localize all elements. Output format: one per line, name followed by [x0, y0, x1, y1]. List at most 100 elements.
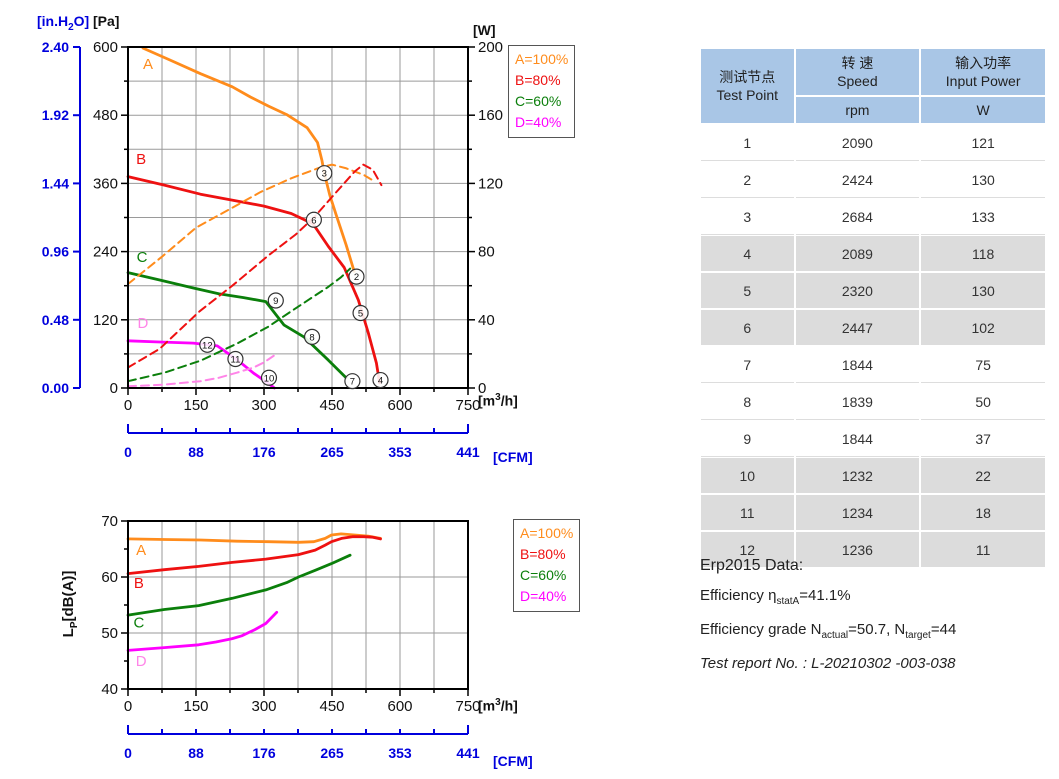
- cfm-tick-label: 176: [252, 444, 276, 460]
- col-header-speed: 转 速 Speed: [795, 49, 920, 95]
- table-cell: 11: [921, 532, 1045, 567]
- erp-efficiency-grade: Efficiency grade Nactual=50.7, Ntarget=4…: [700, 621, 957, 641]
- table-cell: 8: [701, 384, 794, 419]
- table-cell: 133: [921, 199, 1045, 234]
- axis-label-db: LP[dB(A)]: [60, 570, 80, 638]
- inh2o-tick-label: 1.44: [42, 175, 69, 191]
- table-row: 6 2447 102: [701, 310, 1045, 345]
- table-row: 3 2684 133: [701, 199, 1045, 234]
- axis-label-cfm-bottom: [CFM]: [493, 753, 533, 769]
- curve-label-B: B: [136, 151, 146, 168]
- axis-label-inh2o: [in.H2O]: [37, 13, 90, 33]
- test-point-marker: [267, 292, 284, 309]
- test-point-marker: [305, 211, 322, 228]
- table-row: 7 1844 75: [701, 347, 1045, 382]
- x-tick-label: 150: [183, 397, 208, 414]
- test-point-number: 2: [354, 272, 359, 283]
- series-B-power: [127, 163, 383, 369]
- axis-label-m3h-bottom: [m3/h]: [478, 697, 518, 714]
- table-cell: 1234: [795, 495, 920, 530]
- curve-label-D: D: [138, 315, 149, 332]
- table-cell: 11: [701, 495, 794, 530]
- test-point-number: 5: [358, 308, 363, 319]
- curve-label-C: C: [137, 249, 148, 266]
- cfm-tick-label: 0: [124, 444, 132, 460]
- y-tick-label: 360: [93, 175, 118, 192]
- w-tick-label: 160: [478, 107, 503, 124]
- table-cell: 4: [701, 236, 794, 271]
- table-cell: 102: [921, 310, 1045, 345]
- erp-data-block: Erp2015 Data: Efficiency ηstatA=41.1% Ef…: [700, 556, 956, 673]
- table-cell: 12: [701, 532, 794, 567]
- axis-label-w: [W]: [473, 22, 496, 38]
- unit-header-w: W: [921, 97, 1045, 123]
- axis-label-m3h-top: [m3/h]: [478, 392, 518, 409]
- table-cell: 2684: [795, 199, 920, 234]
- y-tick-label: 480: [93, 107, 118, 124]
- series-D-power: [127, 354, 275, 388]
- cfm-tick-label: 265: [320, 444, 344, 460]
- table-row: 1 2090 121: [701, 125, 1045, 160]
- legend-item-c: C=60%: [515, 93, 562, 109]
- cfm-tick-label: 265: [320, 745, 344, 761]
- x-tick-label: 300: [251, 698, 276, 715]
- cfm-tick-label: 353: [388, 745, 412, 761]
- legend-top-chart: A=100% B=80% C=60% D=40%: [508, 45, 576, 138]
- x-tick-label: 450: [319, 698, 344, 715]
- y-tick-label: 50: [101, 625, 118, 642]
- axis-label-pa: [Pa]: [93, 13, 120, 29]
- test-point-marker: [352, 304, 369, 322]
- test-point-number: 6: [311, 215, 316, 226]
- table-cell: 5: [701, 273, 794, 308]
- table-cell: 3: [701, 199, 794, 234]
- test-point-table: 测试节点 Test Point 转 速 Speed 输入功率 Input Pow…: [699, 47, 1047, 569]
- table-cell: 1844: [795, 421, 920, 456]
- x-tick-label: 600: [387, 397, 412, 414]
- cfm-tick-label: 88: [188, 444, 204, 460]
- w-tick-label: 80: [478, 244, 495, 261]
- test-point-marker: [199, 336, 216, 353]
- test-point-number: 10: [264, 373, 275, 384]
- table-cell: 2: [701, 162, 794, 197]
- col-header-input-power: 输入功率 Input Power: [921, 49, 1045, 95]
- legend-item-d: D=40%: [520, 588, 567, 604]
- curve-label-B: B: [134, 575, 144, 592]
- table-cell: 2424: [795, 162, 920, 197]
- table-cell: 121: [921, 125, 1045, 160]
- cfm-tick-label: 0: [124, 745, 132, 761]
- col-header-speed-zh: 转 速: [841, 55, 874, 71]
- table-cell: 2320: [795, 273, 920, 308]
- test-point-number: 3: [322, 169, 327, 180]
- erp-title: Erp2015 Data:: [700, 557, 804, 574]
- table-row: 2 2424 130: [701, 162, 1045, 197]
- x-tick-label: 600: [387, 698, 412, 715]
- series-B-pressure: [126, 175, 382, 385]
- series-A-power: [127, 163, 377, 285]
- table-cell: 7: [701, 347, 794, 382]
- table-row: 9 1844 37: [701, 421, 1045, 456]
- table-cell: 18: [921, 495, 1045, 530]
- test-point-marker: [372, 371, 389, 389]
- table-row: 12 1236 11: [701, 532, 1045, 567]
- col-header-speed-en: Speed: [837, 73, 878, 89]
- table-cell: 1839: [795, 384, 920, 419]
- series-A-noise: [126, 532, 382, 544]
- x-tick-label: 0: [124, 397, 132, 414]
- y-tick-label: 600: [93, 39, 118, 56]
- y-tick-label: 120: [93, 312, 118, 329]
- w-tick-label: 0: [478, 380, 486, 397]
- test-point-marker: [303, 328, 321, 345]
- legend-item-c: C=60%: [520, 567, 567, 583]
- test-point-number: 12: [202, 340, 213, 351]
- table-cell: 50: [921, 384, 1045, 419]
- table-row: 8 1839 50: [701, 384, 1045, 419]
- test-point-marker: [344, 373, 361, 390]
- curve-label-C: C: [133, 614, 144, 631]
- table-cell: 75: [921, 347, 1045, 382]
- cfm-tick-label: 441: [456, 745, 480, 761]
- legend-bottom-chart: A=100% B=80% C=60% D=40%: [513, 519, 581, 612]
- series-A-pressure: [141, 46, 356, 273]
- table-cell: 1: [701, 125, 794, 160]
- table-cell: 9: [701, 421, 794, 456]
